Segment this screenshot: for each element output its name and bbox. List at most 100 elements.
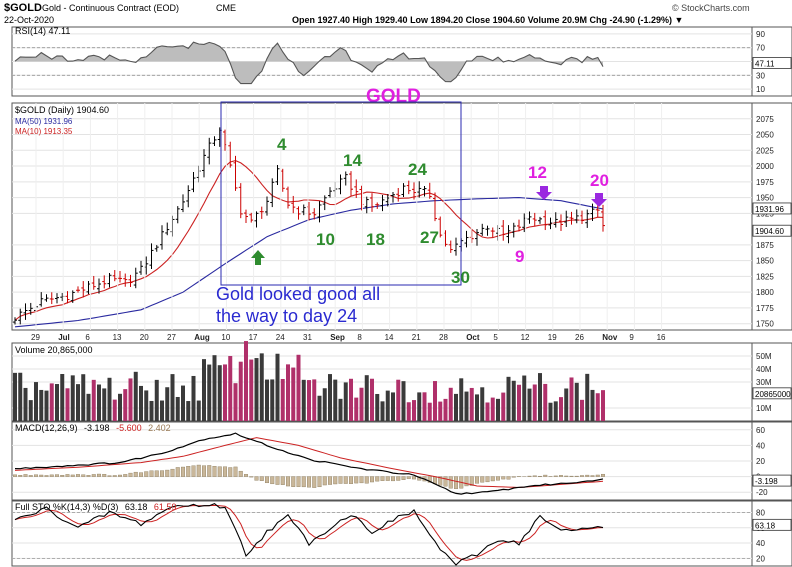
price-tick-label: 1775 — [756, 304, 774, 313]
day-label-14: 14 — [343, 151, 362, 170]
macd-histogram-bar — [12, 474, 17, 477]
volume-bar — [154, 379, 159, 421]
sto-k-value: 63.18 — [125, 502, 148, 512]
macd-histogram-bar — [165, 469, 170, 477]
macd-histogram-bar — [49, 474, 54, 477]
volume-bar — [527, 388, 532, 421]
price-tick-label: 2025 — [756, 146, 774, 155]
rsi-panel: 907050301047.11 — [11, 26, 792, 97]
macd-histogram-bar — [349, 476, 354, 484]
volume-bar — [112, 399, 117, 421]
x-tick-label: 14 — [385, 333, 394, 342]
volume-bar — [522, 375, 527, 421]
price-tick-label: 2050 — [756, 131, 774, 140]
volume-bar — [312, 379, 317, 421]
macd-histogram-bar — [338, 476, 343, 484]
volume-tick-label: 50M — [756, 352, 772, 361]
day-label-4: 4 — [277, 135, 287, 154]
volume-bar — [233, 383, 238, 421]
ma50-value-tag: 1931.96 — [755, 205, 784, 214]
macd-histogram-bar — [485, 476, 490, 483]
volume-bar — [464, 391, 469, 421]
volume-bar — [44, 390, 49, 421]
macd-histogram-bar — [286, 476, 291, 487]
volume-bar — [454, 393, 458, 421]
macd-histogram-bar — [480, 476, 485, 483]
macd-histogram-bar — [475, 476, 480, 484]
volume-bar — [459, 378, 464, 421]
macd-histogram-value: 2.402 — [148, 423, 171, 433]
volume-bar — [448, 387, 453, 421]
macd-signal-line — [14, 437, 604, 489]
macd-histogram-bar — [553, 475, 558, 477]
macd-histogram-bar — [249, 476, 254, 478]
volume-value-tag-box — [752, 387, 792, 400]
macd-histogram-bar — [301, 476, 306, 488]
sto-axis-frame — [751, 500, 792, 567]
volume-bar — [443, 398, 448, 421]
macd-histogram-bar — [559, 475, 564, 477]
macd-histogram-bar — [438, 476, 443, 486]
x-tick-label: Oct — [466, 333, 480, 342]
macd-panel: 6040200-20-3.198 — [11, 421, 792, 501]
macd-histogram-bar — [117, 474, 122, 477]
macd-histogram-bar — [328, 476, 333, 485]
volume-bar — [70, 375, 75, 421]
macd-histogram-bar — [412, 476, 417, 480]
volume-bar — [553, 401, 558, 421]
volume-bar — [228, 356, 233, 421]
x-tick-label: 10 — [221, 333, 230, 342]
macd-histogram-bar — [154, 470, 159, 477]
x-tick-label: 21 — [412, 333, 421, 342]
volume-bar — [333, 379, 338, 421]
x-tick-label: Jul — [58, 333, 70, 342]
volume-bar — [18, 372, 23, 421]
macd-histogram-bar — [191, 465, 196, 477]
macd-histogram-bar — [580, 475, 585, 477]
volume-bar — [569, 377, 574, 421]
volume-bar — [244, 341, 248, 421]
volume-bar — [49, 383, 54, 421]
macd-histogram-bar — [222, 466, 227, 477]
day-label-18: 18 — [366, 230, 385, 249]
macd-histogram-bar — [511, 476, 516, 478]
macd-signal-value: -5.600 — [116, 423, 142, 433]
macd-histogram-bar — [275, 476, 280, 485]
volume-bar — [107, 377, 112, 421]
x-tick-label: 29 — [31, 333, 40, 342]
macd-tick-label: 60 — [756, 426, 765, 435]
sto-frame — [11, 500, 753, 567]
exchange: CME — [216, 3, 236, 13]
macd-histogram-bar — [307, 476, 312, 488]
symbol: $GOLD — [4, 2, 42, 14]
volume-bar — [196, 400, 201, 421]
macd-histogram-bar — [65, 474, 70, 477]
macd-histogram-bar — [601, 473, 606, 477]
rsi-value-tag: 47.11 — [755, 59, 775, 68]
highlight-box — [220, 101, 462, 286]
macd-histogram-bar — [144, 471, 149, 477]
ma50-legend: MA(50) 1931.96 — [15, 117, 73, 126]
macd-histogram-bar — [96, 473, 101, 477]
volume-axis-frame — [751, 342, 792, 422]
macd-histogram-bar — [296, 476, 301, 487]
x-tick-label: 20 — [140, 333, 149, 342]
volume-bar — [170, 374, 175, 421]
volume-bar — [65, 388, 70, 421]
volume-bar — [28, 400, 33, 421]
macd-histogram-bar — [217, 466, 222, 477]
volume-bar — [496, 398, 500, 421]
volume-bar — [149, 400, 154, 421]
macd-histogram-bar — [44, 475, 49, 477]
price-frame — [11, 102, 753, 331]
macd-histogram-bar — [380, 476, 385, 481]
macd-tick-label: 20 — [756, 457, 765, 466]
annotation-layer: 4 14 24 10 18 27 30 12 9 20 — [251, 135, 609, 287]
volume-bar — [590, 389, 595, 421]
macd-histogram-bar — [149, 470, 154, 477]
macd-histogram-bar — [128, 472, 133, 477]
macd-histogram-bar — [212, 466, 217, 477]
volume-bar — [254, 358, 259, 421]
price-panel: 2075205020252000197519501925187518501825… — [11, 102, 792, 342]
ma50-value-tag-box — [752, 202, 792, 215]
